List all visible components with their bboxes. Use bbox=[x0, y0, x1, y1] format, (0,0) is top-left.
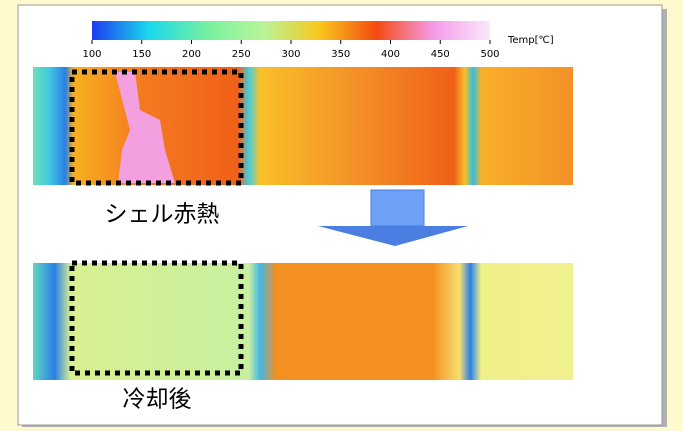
colorbar-tick-label: 400 bbox=[381, 49, 400, 60]
colorbar-tick-label: 450 bbox=[431, 49, 450, 60]
page: Temp[℃] シェル赤熱 冷却後 100 150 200 250 300 350 400 4… bbox=[0, 0, 683, 427]
panel-label: 冷却後 bbox=[123, 387, 192, 413]
colorbar-tick-label: 100 bbox=[82, 49, 101, 60]
figure: Temp[℃] シェル赤熱 冷却後 100 150 200 250 300 350 400 4… bbox=[0, 0, 683, 427]
colorbar-tick-label: 350 bbox=[331, 49, 350, 60]
arrow-body bbox=[371, 190, 424, 226]
colorbar-tick-label: 500 bbox=[480, 49, 499, 60]
colorbar-tick-label: 300 bbox=[281, 49, 300, 60]
colorbar bbox=[92, 21, 490, 40]
colorbar-tick-label: 150 bbox=[132, 49, 151, 60]
panel-label: シェル赤熱 bbox=[105, 202, 220, 228]
thermal-image bbox=[33, 263, 573, 380]
thermal-image bbox=[33, 67, 573, 185]
colorbar-label: Temp[℃] bbox=[507, 35, 554, 46]
colorbar-tick-label: 200 bbox=[182, 49, 201, 60]
colorbar-tick-label: 250 bbox=[232, 49, 251, 60]
